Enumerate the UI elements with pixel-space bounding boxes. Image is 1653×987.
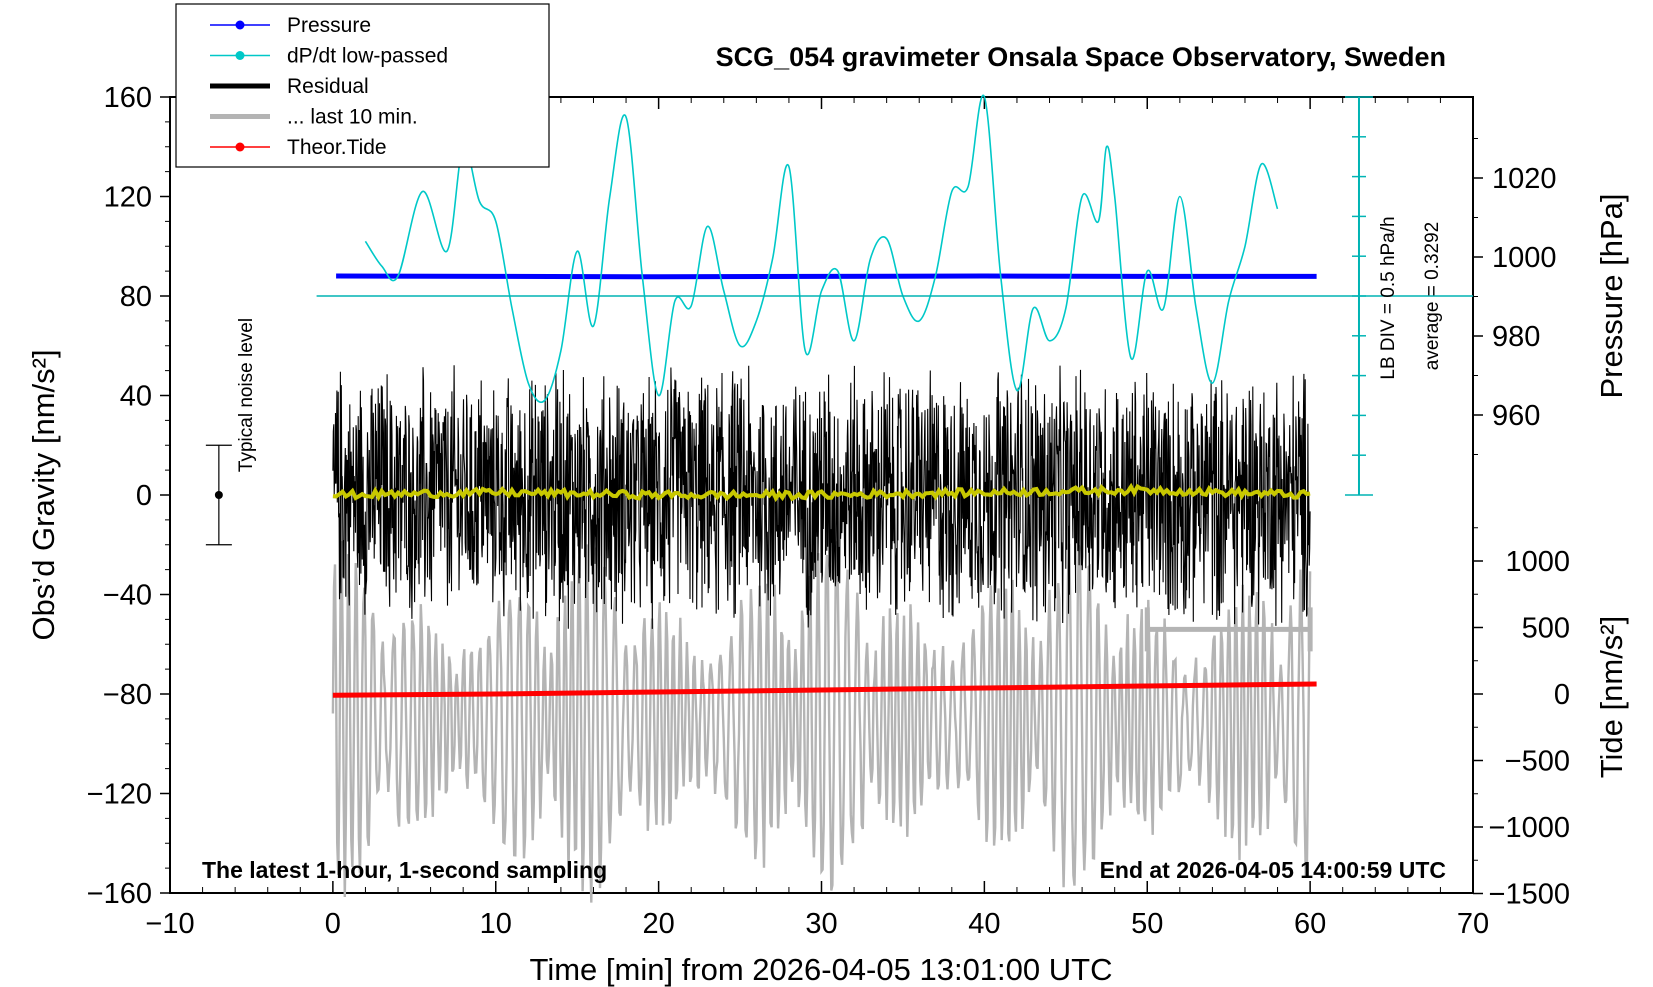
residual-series bbox=[332, 365, 1311, 629]
legend: Pressure dP/dt low-passed Residual ... last… bbox=[175, 3, 550, 168]
tide-tick-label: −1500 bbox=[1489, 879, 1570, 911]
x-tick-label: 20 bbox=[642, 908, 674, 940]
x-tick-label: 50 bbox=[1131, 908, 1163, 940]
y-tick-label: 80 bbox=[120, 281, 152, 313]
y-tick-label: −40 bbox=[103, 580, 152, 612]
y-tick-label: −160 bbox=[87, 878, 152, 910]
residual-smoothed-series bbox=[332, 482, 1311, 503]
annotation-layer bbox=[205, 96, 1473, 652]
average-label: average = 0.3292 bbox=[1422, 222, 1443, 370]
theoretical-tide-series bbox=[332, 681, 1317, 698]
x-axis-ticks: −10 0 10 20 30 40 50 60 70 bbox=[145, 97, 1489, 940]
pressure-tick-label: 1020 bbox=[1492, 163, 1557, 195]
tide-tick-label: −1000 bbox=[1489, 812, 1570, 844]
pressure-tick-label: 960 bbox=[1492, 400, 1540, 432]
legend-item: Pressure bbox=[210, 14, 371, 37]
x-tick-label: 70 bbox=[1457, 908, 1489, 940]
pressure-axis-ticks: 960 980 1000 1020 bbox=[1473, 138, 1557, 455]
y-tick-label: −80 bbox=[103, 679, 152, 711]
legend-item: Residual bbox=[210, 75, 369, 98]
x-axis-title: Time [min] from 2026-04-05 13:01:00 UTC bbox=[530, 952, 1113, 987]
pressure-tick-label: 980 bbox=[1492, 321, 1540, 353]
dpdt-series bbox=[364, 94, 1279, 404]
x-tick-label: 40 bbox=[968, 908, 1000, 940]
pressure-series bbox=[336, 273, 1317, 280]
noise-level-label: Typical noise level bbox=[236, 318, 257, 472]
y-axis-title-left: Obs’d Gravity [nm/s²] bbox=[26, 349, 61, 640]
legend-marker bbox=[235, 20, 245, 30]
legend-label: Theor.Tide bbox=[287, 136, 387, 159]
x-tick-label: −10 bbox=[145, 908, 194, 940]
y-tick-label: 40 bbox=[120, 381, 152, 413]
x-tick-label: 0 bbox=[325, 908, 341, 940]
pressure-tick-label: 1000 bbox=[1492, 242, 1557, 274]
tide-tick-label: −500 bbox=[1505, 746, 1570, 778]
y-axis-title-pressure: Pressure [hPa] bbox=[1594, 193, 1629, 398]
legend-marker bbox=[235, 142, 245, 152]
y-tick-label: 0 bbox=[136, 480, 152, 512]
legend-label: dP/dt low-passed bbox=[287, 45, 448, 68]
x-tick-label: 30 bbox=[805, 908, 837, 940]
legend-label: Residual bbox=[287, 75, 369, 98]
legend-item: Theor.Tide bbox=[210, 136, 387, 159]
legend-item: ... last 10 min. bbox=[210, 106, 418, 129]
tide-tick-label: 0 bbox=[1554, 679, 1570, 711]
last-10-min-series bbox=[331, 541, 1312, 903]
legend-item: dP/dt low-passed bbox=[210, 45, 448, 68]
tide-axis-ticks: −1500 −1000 −500 0 500 1000 bbox=[1473, 527, 1570, 911]
noise-level-dot bbox=[214, 491, 223, 499]
legend-label: Pressure bbox=[287, 14, 371, 37]
tide-tick-label: 1000 bbox=[1505, 546, 1570, 578]
tide-tick-label: 500 bbox=[1522, 613, 1570, 645]
y-tick-label: 120 bbox=[104, 182, 152, 214]
bottom-right-note: End at 2026-04-05 14:00:59 UTC bbox=[1100, 857, 1446, 883]
legend-items: Pressure dP/dt low-passed Residual ... last… bbox=[210, 14, 448, 159]
series-layer bbox=[331, 94, 1317, 903]
legend-marker bbox=[235, 51, 245, 60]
legend-label: ... last 10 min. bbox=[287, 106, 418, 129]
chart-title: SCG_054 gravimeter Onsala Space Observat… bbox=[716, 42, 1446, 72]
y-tick-label: −120 bbox=[87, 779, 152, 811]
x-tick-label: 10 bbox=[480, 908, 512, 940]
left-axis-ticks: −160 −120 −80 −40 0 40 80 120 160 bbox=[87, 82, 170, 910]
y-axis-title-tide: Tide [nm/s²] bbox=[1594, 616, 1629, 779]
bottom-left-note: The latest 1-hour, 1-second sampling bbox=[202, 857, 607, 883]
lb-div-label: LB DIV = 0.5 hPa/h bbox=[1378, 216, 1399, 379]
x-tick-label: 60 bbox=[1294, 908, 1326, 940]
y-tick-label: 160 bbox=[104, 82, 152, 114]
